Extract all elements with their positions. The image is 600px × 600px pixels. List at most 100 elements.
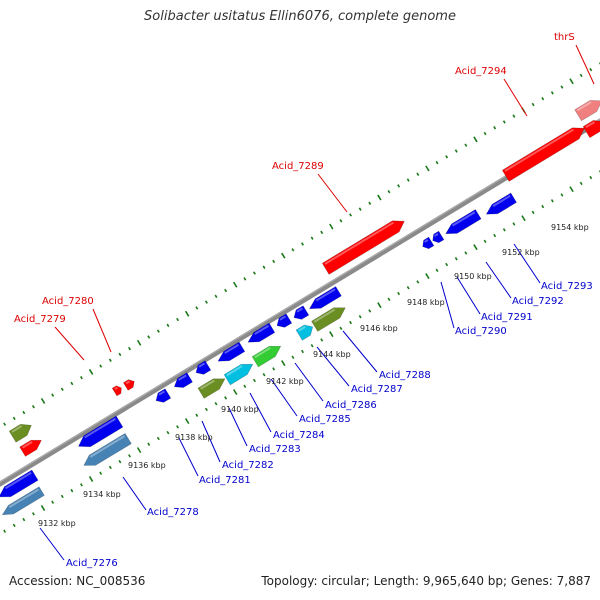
- gene-arrow-6: [111, 385, 122, 397]
- outer-tick: [128, 346, 131, 351]
- gene-arrow-11: [217, 341, 246, 362]
- outer-tick: [232, 281, 238, 288]
- outer-tick: [445, 155, 449, 159]
- outer-tick: [22, 410, 26, 415]
- leader-forward: [575, 44, 595, 85]
- outer-tick: [541, 96, 545, 101]
- gene-arrow-9: [173, 372, 193, 388]
- inner-tick: [454, 257, 458, 261]
- gene-shine: [224, 343, 239, 354]
- inner-tick: [349, 320, 353, 325]
- outer-tick: [550, 91, 554, 95]
- inner-tick: [589, 175, 593, 180]
- inner-tick: [70, 488, 74, 493]
- gene-label-Acid_7293: Acid_7293: [541, 281, 593, 292]
- gene-shine: [84, 417, 116, 439]
- scale-label: 9152 kbp: [502, 248, 540, 257]
- gene-label-Acid_7292: Acid_7292: [512, 296, 564, 307]
- gene-label-Acid_7289: Acid_7289: [272, 161, 324, 172]
- outer-tick: [262, 265, 266, 269]
- outer-tick: [512, 114, 516, 118]
- scale-label: 9136 kbp: [128, 461, 166, 470]
- inner-tick: [483, 239, 487, 244]
- inner-tick: [51, 500, 55, 504]
- gene-arrow-21: [321, 220, 405, 275]
- leader-reverse: [39, 527, 65, 561]
- inner-tick: [320, 338, 324, 342]
- outer-tick: [349, 213, 353, 217]
- outer-tick: [339, 219, 343, 223]
- gene-arrow-15: [247, 322, 276, 343]
- gene-label-Acid_7290: Acid_7290: [455, 326, 507, 337]
- gene-label-Acid_7287: Acid_7287: [351, 384, 403, 395]
- gene-shine: [158, 390, 165, 396]
- gene-arrow-3: [8, 423, 32, 443]
- inner-tick: [22, 517, 26, 522]
- gene-shine: [313, 308, 336, 323]
- outer-tick: [464, 143, 468, 147]
- outer-tick: [301, 242, 304, 246]
- outer-tick: [156, 329, 160, 333]
- leader-reverse: [456, 276, 481, 315]
- inner-tick: [204, 407, 208, 412]
- inner-tick: [377, 302, 382, 309]
- gene-label-Acid_7291: Acid_7291: [481, 312, 533, 323]
- outer-tick: [435, 160, 439, 165]
- outer-tick: [3, 422, 7, 426]
- map-title: Solibacter usitatus Ellin6076, complete …: [144, 9, 456, 24]
- gene-arrow-23: [432, 230, 445, 244]
- accession-text: Accession: NC_008536: [9, 574, 146, 588]
- gene-shine: [576, 101, 592, 112]
- leader-forward: [503, 78, 528, 117]
- leader-reverse: [342, 330, 378, 373]
- inner-tick: [12, 523, 16, 528]
- outer-tick: [70, 381, 74, 386]
- outer-tick: [397, 184, 401, 188]
- inner-tick: [80, 483, 83, 487]
- inner-tick: [435, 268, 439, 273]
- gene-arrow-25: [485, 192, 517, 215]
- gene-label-Acid_7285: Acid_7285: [299, 414, 351, 425]
- inner-tick: [291, 355, 295, 359]
- gene-arrow-18: [308, 286, 342, 310]
- outer-tick: [224, 288, 228, 293]
- outer-tick: [493, 126, 497, 130]
- outer-tick-row: [3, 62, 600, 426]
- outer-tick: [320, 230, 324, 235]
- gene-arrow-1: [1, 486, 45, 516]
- outer-tick: [291, 248, 295, 252]
- inner-tick: [262, 372, 266, 377]
- inner-tick: [156, 436, 160, 441]
- inner-tick: [512, 222, 516, 226]
- gene-label-Acid_7282: Acid_7282: [222, 460, 274, 471]
- outer-tick: [502, 120, 506, 124]
- inner-tick: [569, 186, 574, 193]
- gene-arrow-7: [122, 379, 135, 391]
- gene-label-Acid_7284: Acid_7284: [273, 430, 325, 441]
- scale-label: 9146 kbp: [360, 324, 398, 333]
- outer-tick: [329, 223, 334, 230]
- inner-tick: [99, 471, 103, 475]
- gene-arrow-13: [223, 363, 254, 386]
- outer-tick: [136, 339, 142, 346]
- inner-tick: [243, 384, 247, 388]
- outer-tick: [368, 201, 372, 206]
- gene-arrow-22: [422, 236, 435, 250]
- inner-tick: [560, 193, 564, 197]
- outer-tick: [589, 67, 593, 72]
- outer-tick: [88, 368, 94, 375]
- inner-tick: [368, 309, 372, 313]
- gene-shine: [226, 365, 243, 377]
- outer-tick: [387, 189, 391, 194]
- outer-tick: [176, 317, 180, 322]
- gene-shine: [504, 128, 574, 172]
- gene-arrow-12: [197, 378, 226, 399]
- gene-label-Acid_7279: Acid_7279: [14, 314, 66, 325]
- inner-tick: [252, 378, 256, 383]
- leader-reverse: [316, 346, 350, 387]
- gene-labels: Acid_7279 Acid_7280 Acid_7289 Acid_7294 thrS…: [14, 32, 593, 569]
- gene-shine: [279, 315, 286, 321]
- gene-shine: [254, 347, 271, 359]
- outer-tick: [40, 397, 46, 404]
- inner-tick: [224, 396, 228, 400]
